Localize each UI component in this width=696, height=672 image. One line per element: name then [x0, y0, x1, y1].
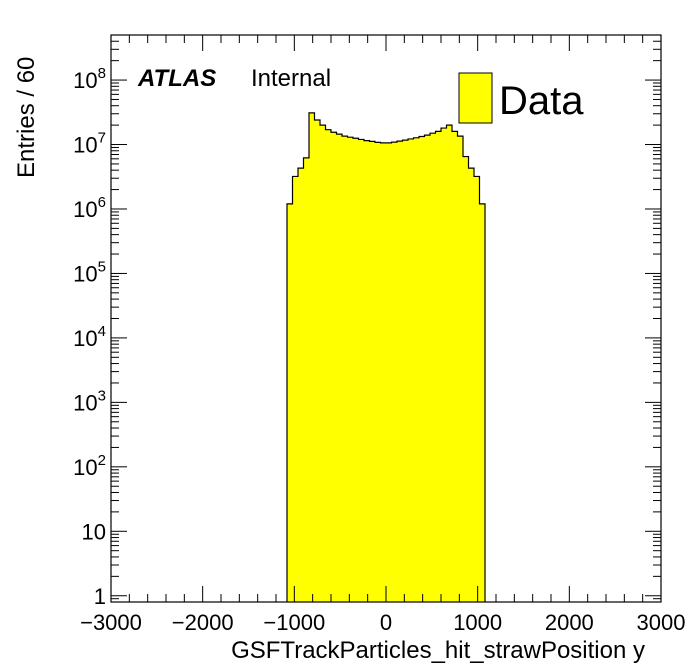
y-tick-label: 105	[73, 258, 106, 286]
y-tick-label: 1	[94, 584, 106, 609]
internal-label: Internal	[251, 65, 331, 92]
x-tick-label: 0	[380, 610, 392, 635]
histogram-bar	[468, 168, 475, 602]
plot-frame	[110, 34, 662, 603]
histogram-bar	[446, 125, 453, 602]
x-tick-label: −2000	[172, 610, 234, 635]
histogram-bar	[419, 136, 425, 602]
y-tick-label: 102	[73, 452, 106, 480]
histogram-bar	[369, 141, 376, 602]
histogram-bar	[364, 140, 370, 602]
histogram-bar	[292, 176, 299, 602]
x-axis-title: GSFTrackParticles_hit_strawPosition y	[231, 637, 645, 664]
histogram-bar	[287, 203, 293, 602]
histogram-bar	[408, 138, 414, 602]
histogram-bar	[463, 156, 469, 602]
histogram-bar	[391, 142, 398, 602]
y-tick-label: 103	[73, 387, 106, 415]
y-tick-label: 107	[73, 130, 106, 158]
histogram-bar	[303, 157, 310, 602]
histogram-bar	[347, 137, 354, 602]
x-tick-labels: −3000 −2000 −1000 0 1000 2000 3000	[80, 610, 685, 635]
histogram-bar	[375, 142, 381, 602]
x-tick-label: 3000	[637, 610, 686, 635]
histogram-bar	[413, 137, 420, 602]
y-tick-label: 10	[82, 519, 106, 544]
legend-swatch	[458, 72, 493, 124]
histogram-bar	[386, 142, 392, 602]
x-tick-label: 1000	[453, 610, 502, 635]
x-tick-label: −3000	[80, 610, 142, 635]
y-tick-label: 104	[73, 323, 106, 351]
histogram-bar	[430, 133, 436, 603]
histogram-bar	[474, 176, 480, 602]
histogram-bar	[320, 125, 326, 602]
histogram-bar	[380, 142, 387, 602]
histogram-outline	[286, 112, 486, 602]
histogram-bar	[325, 129, 332, 602]
atlas-label: ATLAS	[137, 65, 216, 92]
y-tick-label: 106	[73, 194, 106, 222]
histogram-bar	[314, 120, 321, 602]
histogram-bar	[342, 136, 348, 602]
histogram-bar	[424, 135, 431, 602]
histogram-bar	[309, 112, 315, 602]
histogram-bar	[353, 138, 359, 603]
histogram-bar	[457, 136, 464, 602]
histogram-bar	[402, 140, 409, 603]
histogram-bar	[441, 128, 447, 602]
y-axis-title: Entries / 60	[13, 57, 40, 178]
x-tick-label: −1000	[263, 610, 325, 635]
histogram-bar	[298, 168, 304, 602]
histogram-bar	[452, 131, 458, 602]
histogram-bar	[397, 141, 403, 602]
histogram-bars	[286, 112, 486, 603]
legend-label-data: Data	[499, 79, 584, 123]
x-tick-label: 2000	[545, 610, 594, 635]
histogram-bar	[435, 131, 442, 602]
histogram-bar	[331, 132, 337, 603]
y-tick-labels: 1 10 102 103 104 105 106 107 108	[73, 65, 106, 609]
histogram-bar	[336, 134, 343, 603]
y-tick-label: 108	[73, 65, 106, 93]
histogram-bar	[358, 139, 365, 602]
histogram-bar	[479, 203, 486, 602]
